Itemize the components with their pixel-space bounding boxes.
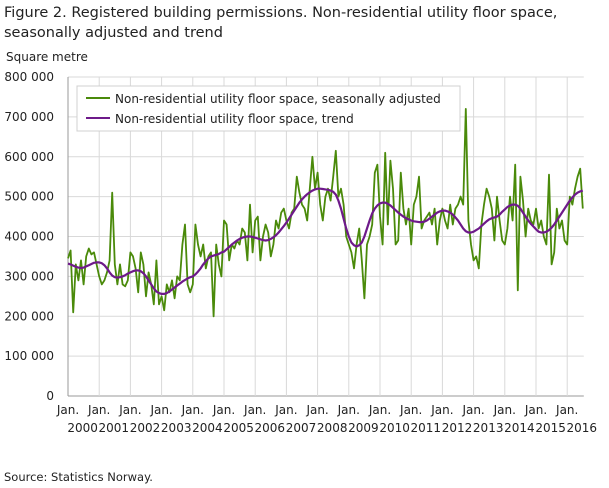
- y-axis-label: Square metre: [6, 50, 88, 64]
- x-tick-month: Jan.: [118, 403, 141, 417]
- x-tick-year: 2013: [473, 421, 504, 435]
- x-tick-year: 2009: [348, 421, 379, 435]
- x-tick-year: 2002: [130, 421, 161, 435]
- y-tick-label: 600 000: [4, 150, 54, 164]
- chart-title: Figure 2. Registered building permission…: [4, 5, 558, 41]
- legend: Non-residential utility floor space, sea…: [76, 85, 461, 132]
- x-axis-ticks: Jan. 2000 Jan. 2001 Jan. 2002 Jan. 2003 Jan. 2004…: [56, 403, 597, 435]
- x-tick-year: 2008: [317, 421, 348, 435]
- x-tick-year: 2003: [161, 421, 192, 435]
- x-tick-month: Jan.: [337, 403, 360, 417]
- x-tick-year: 2007: [286, 421, 317, 435]
- x-tick-month: Jan.: [212, 403, 235, 417]
- x-tick-month: Jan.: [305, 403, 328, 417]
- x-tick-month: Jan.: [243, 403, 266, 417]
- x-tick-year: 2011: [411, 421, 442, 435]
- x-tick-year: 2012: [442, 421, 473, 435]
- x-tick-year: 2010: [379, 421, 410, 435]
- x-tick-year: 2000: [67, 421, 98, 435]
- x-tick-year: 2015: [535, 421, 566, 435]
- x-tick-month: Jan.: [274, 403, 297, 417]
- x-tick-year: 2005: [223, 421, 254, 435]
- y-tick-label: 500 000: [4, 190, 54, 204]
- y-tick-label: 800 000: [4, 70, 54, 84]
- x-tick-year: 2004: [192, 421, 223, 435]
- x-tick-month: Jan.: [430, 403, 453, 417]
- legend-label-seasonally-adjusted: Non-residential utility floor space, sea…: [115, 92, 441, 106]
- x-tick-year: 2001: [99, 421, 130, 435]
- series-line-trend: [67, 187, 584, 295]
- x-tick-year: 2006: [255, 421, 286, 435]
- x-tick-month: Jan.: [461, 403, 484, 417]
- x-tick-month: Jan.: [493, 403, 516, 417]
- y-tick-label: 700 000: [4, 110, 54, 124]
- y-tick-label: 400 000: [4, 230, 54, 244]
- y-tick-label: 0: [46, 389, 54, 403]
- y-tick-label: 300 000: [4, 269, 54, 283]
- x-tick-month: Jan.: [149, 403, 172, 417]
- y-tick-label: 200 000: [4, 309, 54, 323]
- series-line-seasonally-adjusted: [67, 108, 584, 318]
- source-note: Source: Statistics Norway.: [4, 470, 153, 484]
- legend-box: [76, 85, 461, 132]
- legend-label-trend: Non-residential utility floor space, tre…: [115, 112, 354, 126]
- x-tick-month: Jan.: [524, 403, 547, 417]
- x-tick-month: Jan.: [555, 403, 578, 417]
- x-tick-month: Jan.: [181, 403, 204, 417]
- x-tick-month: Jan.: [87, 403, 110, 417]
- x-tick-year: 2016: [567, 421, 598, 435]
- x-tick-month: Jan.: [399, 403, 422, 417]
- y-axis-ticks: 0 100 000 200 000 300 000 400 000 500 000 600 …: [4, 70, 54, 403]
- series-lines: [67, 108, 584, 318]
- x-tick-month: Jan.: [56, 403, 79, 417]
- y-tick-label: 100 000: [4, 349, 54, 363]
- x-tick-month: Jan.: [368, 403, 391, 417]
- x-tick-year: 2014: [504, 421, 535, 435]
